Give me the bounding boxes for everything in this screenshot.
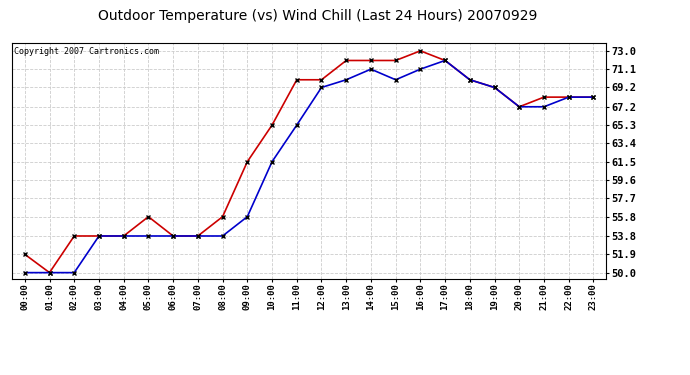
Text: Outdoor Temperature (vs) Wind Chill (Last 24 Hours) 20070929: Outdoor Temperature (vs) Wind Chill (Las… xyxy=(98,9,537,23)
Text: Copyright 2007 Cartronics.com: Copyright 2007 Cartronics.com xyxy=(14,46,159,56)
